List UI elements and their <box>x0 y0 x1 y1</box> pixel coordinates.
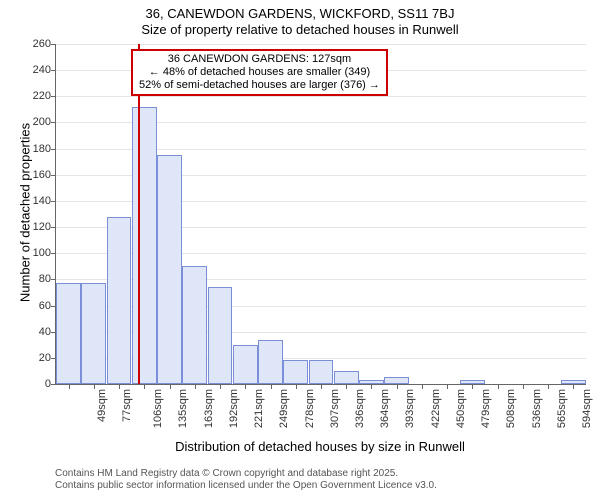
x-tick-label: 278sqm <box>304 389 316 428</box>
histogram-bar <box>208 287 233 384</box>
histogram-bar <box>182 266 207 384</box>
x-tick-mark <box>498 384 499 389</box>
annotation-box: 36 CANEWDON GARDENS: 127sqm← 48% of deta… <box>131 49 388 96</box>
histogram-bar <box>56 283 81 384</box>
plot-area: 02040608010012014016018020022024026049sq… <box>55 44 586 385</box>
annotation-line: 36 CANEWDON GARDENS: 127sqm <box>139 53 380 66</box>
chart-container: 36, CANEWDON GARDENS, WICKFORD, SS11 7BJ… <box>0 0 600 500</box>
y-axis-label: Number of detached properties <box>18 113 33 313</box>
x-tick-label: 221sqm <box>253 389 265 428</box>
x-tick-mark <box>321 384 322 389</box>
x-tick-label: 307sqm <box>329 389 341 428</box>
x-tick-mark <box>69 384 70 389</box>
x-tick-label: 77sqm <box>121 389 133 422</box>
x-tick-mark <box>346 384 347 389</box>
x-tick-mark <box>472 384 473 389</box>
y-tick-mark <box>51 122 56 123</box>
histogram-bar <box>309 360 334 384</box>
chart-title-line1: 36, CANEWDON GARDENS, WICKFORD, SS11 7BJ <box>0 0 600 21</box>
histogram-bar <box>258 340 283 384</box>
y-tick-mark <box>51 306 56 307</box>
y-tick-label: 100 <box>33 247 51 259</box>
y-tick-mark <box>51 279 56 280</box>
y-tick-mark <box>51 96 56 97</box>
gridline <box>56 96 586 97</box>
x-tick-mark <box>447 384 448 389</box>
x-tick-mark <box>371 384 372 389</box>
y-tick-label: 80 <box>39 273 51 285</box>
y-tick-label: 180 <box>33 143 51 155</box>
gridline <box>56 44 586 45</box>
attribution-line1: Contains HM Land Registry data © Crown c… <box>55 468 437 480</box>
y-tick-mark <box>51 70 56 71</box>
x-tick-mark <box>170 384 171 389</box>
histogram-bar <box>107 217 132 384</box>
x-tick-mark <box>422 384 423 389</box>
y-tick-label: 220 <box>33 90 51 102</box>
x-tick-label: 49sqm <box>96 389 108 422</box>
y-tick-label: 120 <box>33 221 51 233</box>
y-tick-label: 160 <box>33 169 51 181</box>
attribution: Contains HM Land Registry data © Crown c… <box>55 468 437 492</box>
x-tick-label: 192sqm <box>228 389 240 428</box>
histogram-bar <box>233 345 258 384</box>
histogram-bar <box>334 371 359 384</box>
y-tick-mark <box>51 201 56 202</box>
x-tick-label: 106sqm <box>152 389 164 428</box>
y-tick-mark <box>51 384 56 385</box>
y-tick-mark <box>51 332 56 333</box>
x-tick-label: 536sqm <box>531 389 543 428</box>
annotation-line: 52% of semi-detached houses are larger (… <box>139 79 380 92</box>
x-tick-mark <box>548 384 549 389</box>
x-tick-label: 393sqm <box>405 389 417 428</box>
y-tick-mark <box>51 253 56 254</box>
y-tick-label: 0 <box>45 378 51 390</box>
x-tick-label: 163sqm <box>203 389 215 428</box>
histogram-bar <box>81 283 106 384</box>
x-tick-mark <box>195 384 196 389</box>
x-tick-mark <box>397 384 398 389</box>
x-tick-mark <box>94 384 95 389</box>
x-tick-label: 135sqm <box>177 389 189 428</box>
y-tick-label: 40 <box>39 326 51 338</box>
x-tick-label: 450sqm <box>455 389 467 428</box>
x-tick-mark <box>523 384 524 389</box>
y-tick-mark <box>51 149 56 150</box>
y-tick-mark <box>51 44 56 45</box>
x-tick-label: 565sqm <box>556 389 568 428</box>
histogram-bar <box>157 155 182 384</box>
x-tick-label: 422sqm <box>430 389 442 428</box>
x-tick-mark <box>144 384 145 389</box>
y-tick-label: 60 <box>39 300 51 312</box>
x-tick-label: 336sqm <box>354 389 366 428</box>
y-tick-label: 200 <box>33 116 51 128</box>
x-tick-mark <box>245 384 246 389</box>
x-tick-label: 364sqm <box>379 389 391 428</box>
x-tick-mark <box>573 384 574 389</box>
x-tick-mark <box>220 384 221 389</box>
x-tick-label: 249sqm <box>278 389 290 428</box>
y-tick-mark <box>51 227 56 228</box>
x-axis-label: Distribution of detached houses by size … <box>55 439 585 454</box>
histogram-bar <box>132 107 157 384</box>
annotation-line: ← 48% of detached houses are smaller (34… <box>139 66 380 79</box>
y-tick-label: 240 <box>33 64 51 76</box>
chart-title-line2: Size of property relative to detached ho… <box>0 21 600 37</box>
histogram-bar <box>283 360 308 384</box>
x-tick-label: 479sqm <box>480 389 492 428</box>
x-tick-mark <box>271 384 272 389</box>
x-tick-mark <box>119 384 120 389</box>
x-tick-label: 508sqm <box>506 389 518 428</box>
y-tick-label: 260 <box>33 38 51 50</box>
y-tick-label: 20 <box>39 352 51 364</box>
x-tick-mark <box>296 384 297 389</box>
y-tick-mark <box>51 358 56 359</box>
y-tick-label: 140 <box>33 195 51 207</box>
x-tick-label: 594sqm <box>581 389 593 428</box>
y-tick-mark <box>51 175 56 176</box>
attribution-line2: Contains public sector information licen… <box>55 480 437 492</box>
